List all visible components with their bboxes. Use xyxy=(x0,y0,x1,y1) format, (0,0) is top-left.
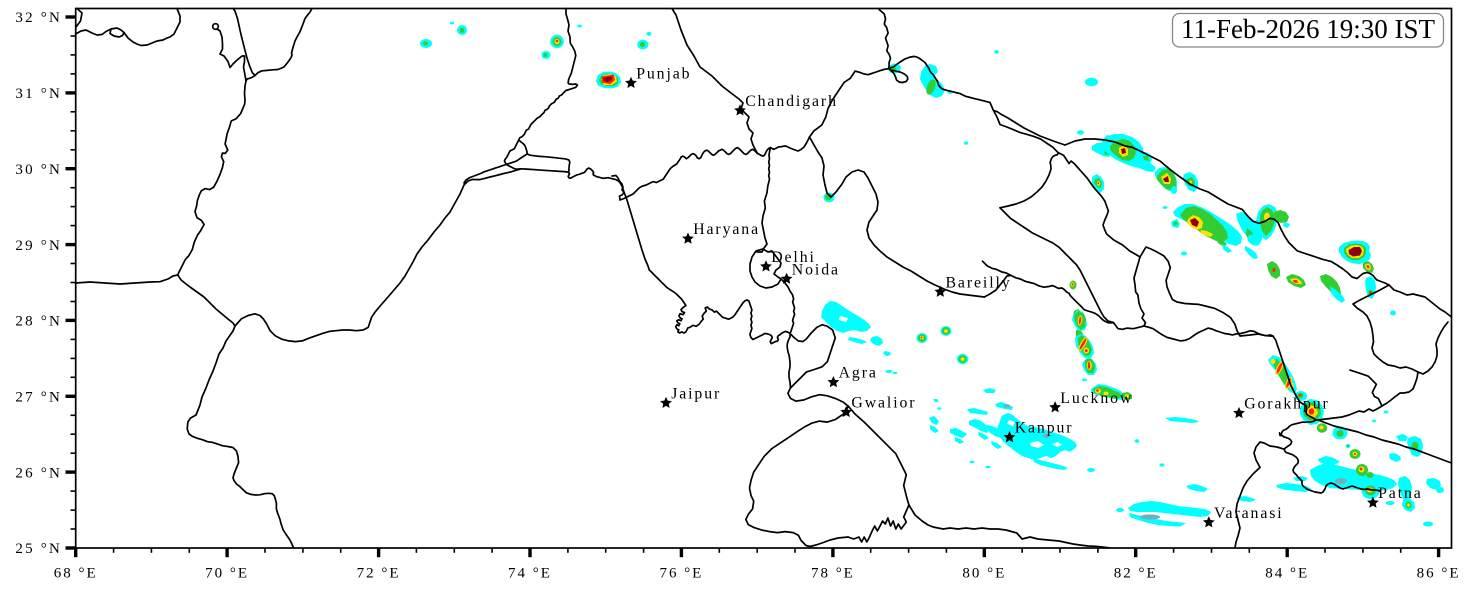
svg-text:74 °E: 74 °E xyxy=(508,565,552,581)
svg-text:Bareilly: Bareilly xyxy=(946,274,1012,291)
svg-text:26 °N: 26 °N xyxy=(15,465,62,481)
svg-text:Patna: Patna xyxy=(1378,485,1423,502)
svg-text:78 °E: 78 °E xyxy=(811,565,855,581)
svg-text:11-Feb-2026 19:30 IST: 11-Feb-2026 19:30 IST xyxy=(1181,14,1435,44)
svg-text:Delhi: Delhi xyxy=(771,249,816,266)
svg-text:32 °N: 32 °N xyxy=(15,10,62,26)
svg-text:76 °E: 76 °E xyxy=(659,565,703,581)
svg-text:Gorakhpur: Gorakhpur xyxy=(1244,396,1330,413)
svg-text:84 °E: 84 °E xyxy=(1265,565,1309,581)
svg-text:Varanasi: Varanasi xyxy=(1214,505,1284,522)
svg-text:Chandigarh: Chandigarh xyxy=(745,93,838,110)
svg-text:Noida: Noida xyxy=(792,261,840,278)
svg-text:Agra: Agra xyxy=(839,365,878,382)
svg-text:25 °N: 25 °N xyxy=(15,541,62,557)
svg-text:Punjab: Punjab xyxy=(636,66,691,83)
svg-text:68 °E: 68 °E xyxy=(54,565,98,581)
svg-text:Haryana: Haryana xyxy=(693,221,760,238)
svg-text:29 °N: 29 °N xyxy=(15,238,62,254)
svg-text:82 °E: 82 °E xyxy=(1114,565,1158,581)
svg-text:30 °N: 30 °N xyxy=(15,162,62,178)
svg-text:72 °E: 72 °E xyxy=(357,565,401,581)
svg-text:86 °E: 86 °E xyxy=(1417,565,1461,581)
svg-text:Gwalior: Gwalior xyxy=(851,395,916,412)
svg-text:28 °N: 28 °N xyxy=(15,314,62,330)
svg-text:80 °E: 80 °E xyxy=(962,565,1006,581)
svg-text:70 °E: 70 °E xyxy=(205,565,249,581)
svg-text:Lucknow: Lucknow xyxy=(1060,390,1133,407)
svg-text:Kanpur: Kanpur xyxy=(1015,420,1074,437)
svg-text:31 °N: 31 °N xyxy=(15,86,62,102)
svg-text:27 °N: 27 °N xyxy=(15,390,62,406)
svg-text:Jaipur: Jaipur xyxy=(671,386,721,403)
